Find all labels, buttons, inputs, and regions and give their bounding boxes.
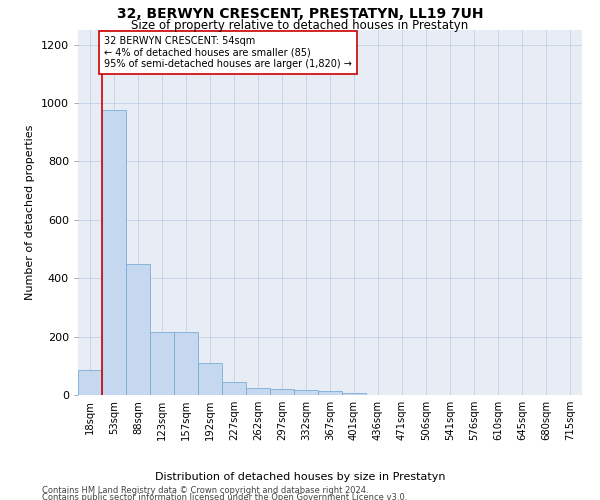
Bar — [102, 110, 126, 395]
Bar — [150, 332, 174, 395]
Text: Contains public sector information licensed under the Open Government Licence v3: Contains public sector information licen… — [42, 493, 407, 500]
Bar — [174, 332, 198, 395]
Bar — [222, 382, 246, 395]
Text: Size of property relative to detached houses in Prestatyn: Size of property relative to detached ho… — [131, 19, 469, 32]
Bar — [342, 392, 366, 395]
Bar — [78, 370, 102, 395]
Bar — [270, 388, 294, 395]
Text: Distribution of detached houses by size in Prestatyn: Distribution of detached houses by size … — [155, 472, 445, 482]
Bar — [294, 390, 318, 395]
Text: 32 BERWYN CRESCENT: 54sqm
← 4% of detached houses are smaller (85)
95% of semi-d: 32 BERWYN CRESCENT: 54sqm ← 4% of detach… — [104, 36, 352, 69]
Text: Contains HM Land Registry data © Crown copyright and database right 2024.: Contains HM Land Registry data © Crown c… — [42, 486, 368, 495]
Bar — [126, 264, 150, 395]
Y-axis label: Number of detached properties: Number of detached properties — [25, 125, 35, 300]
Bar — [318, 392, 342, 395]
Bar — [246, 388, 270, 395]
Text: 32, BERWYN CRESCENT, PRESTATYN, LL19 7UH: 32, BERWYN CRESCENT, PRESTATYN, LL19 7UH — [117, 8, 483, 22]
Bar — [198, 363, 222, 395]
